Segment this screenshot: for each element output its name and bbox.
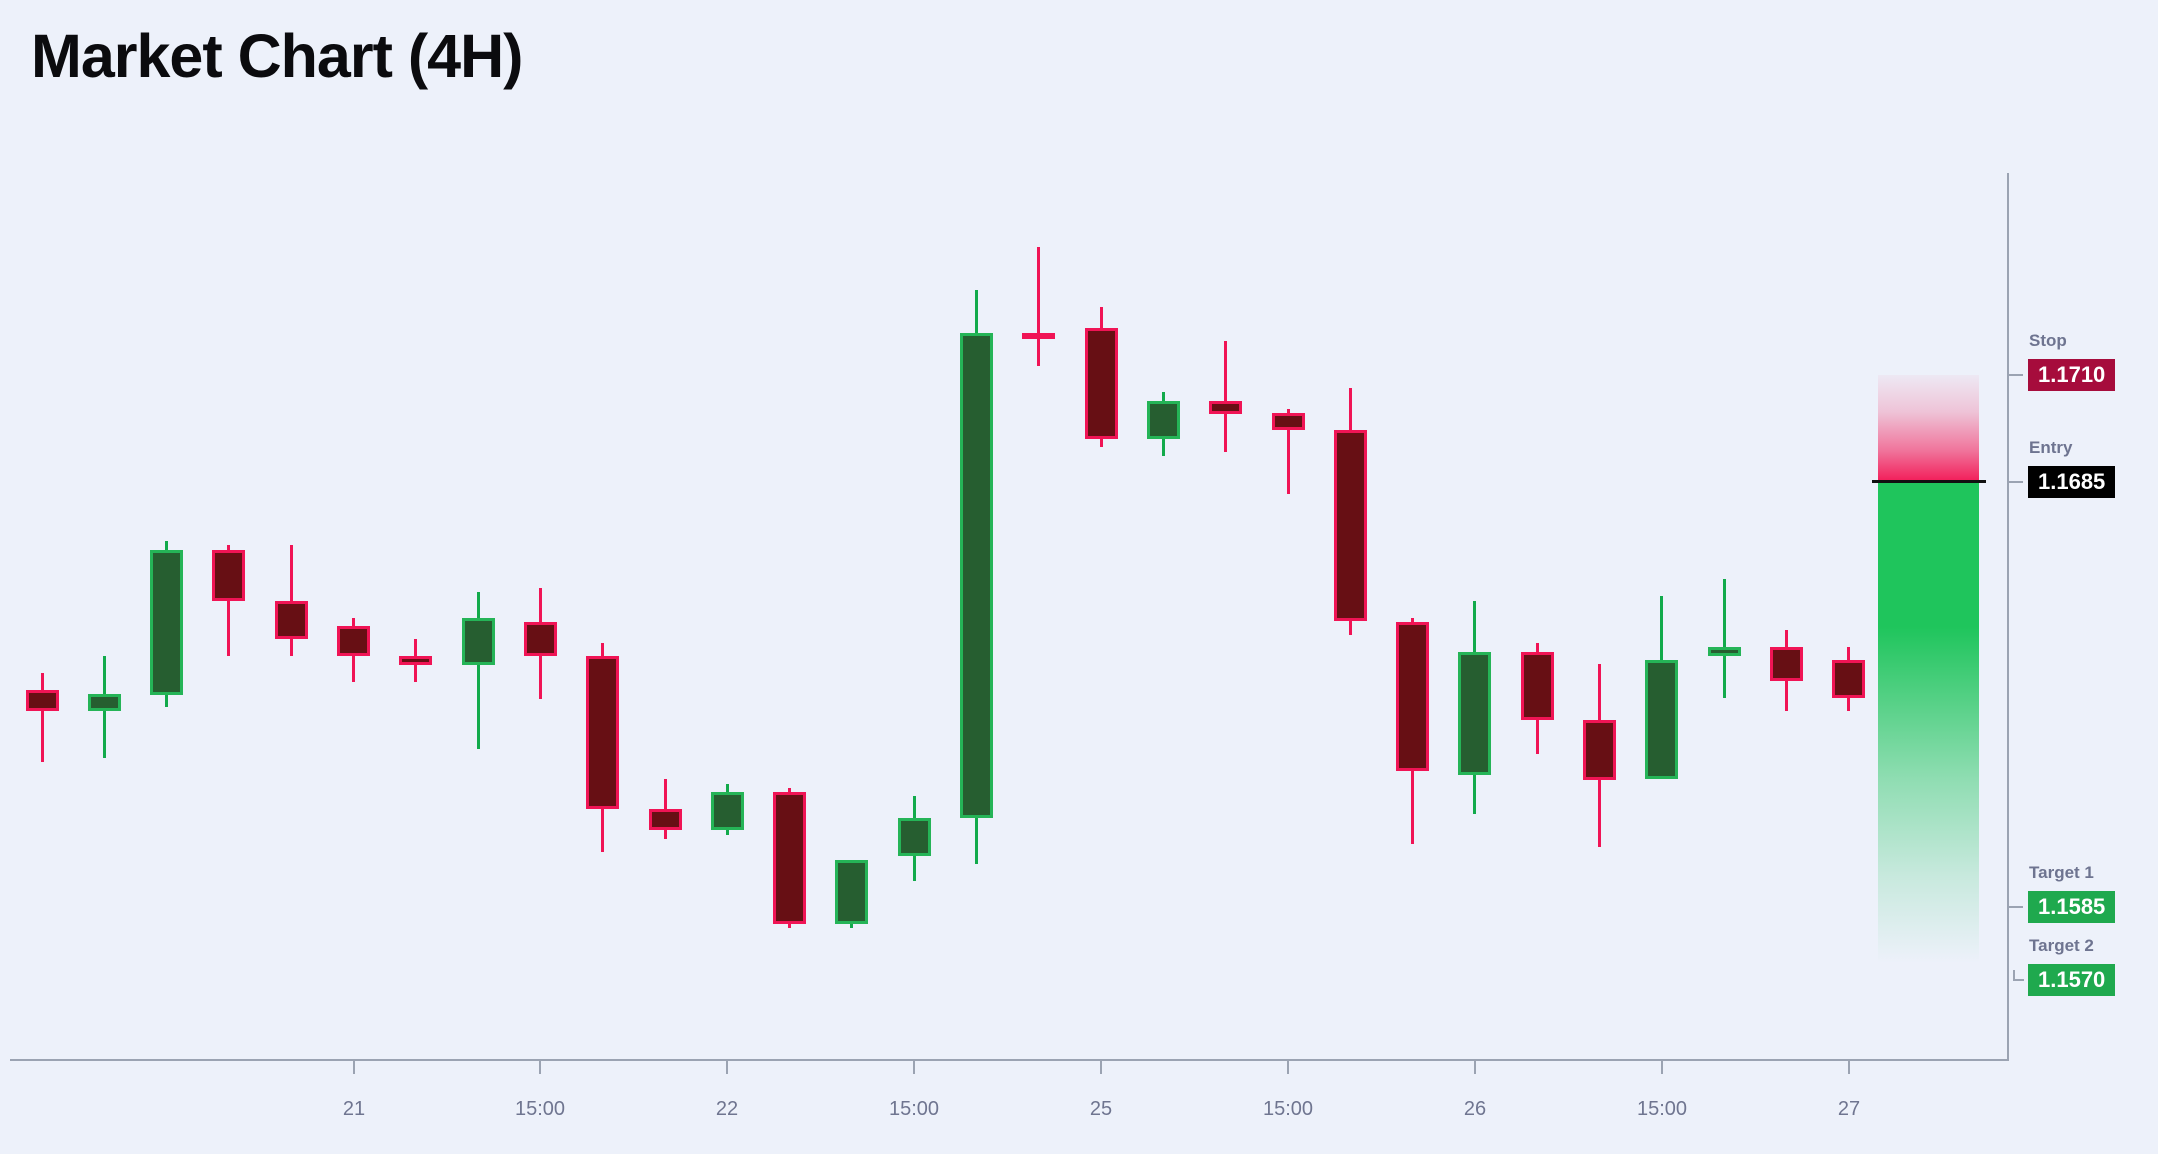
- price-axis-line: [2007, 173, 2009, 1061]
- time-axis-tick: [1661, 1061, 1663, 1074]
- time-axis-tick: [913, 1061, 915, 1074]
- candle-bearish: [773, 792, 806, 924]
- candle-bearish: [1334, 430, 1367, 621]
- level-tick: [2013, 979, 2024, 981]
- candle-wick: [477, 592, 480, 749]
- candle-bearish: [586, 656, 619, 809]
- reward-zone: [1878, 483, 1979, 963]
- candle-bearish: [399, 656, 432, 665]
- time-axis-label: 15:00: [514, 1098, 566, 1120]
- candle-bullish: [150, 550, 183, 695]
- candle-wick: [1037, 247, 1040, 366]
- target2-price-badge: 1.1570: [2028, 964, 2116, 996]
- time-axis-tick: [1100, 1061, 1102, 1074]
- time-axis-label: 26: [1463, 1098, 1487, 1120]
- candle-bearish: [1770, 647, 1803, 681]
- stop-label: Stop: [2029, 331, 2067, 350]
- time-axis-tick: [539, 1061, 541, 1074]
- level-tick: [2008, 481, 2023, 483]
- candle-bearish: [524, 622, 557, 656]
- time-axis-label: 22: [715, 1098, 739, 1120]
- candle-bullish: [88, 694, 121, 711]
- candle-bullish: [711, 792, 744, 830]
- candle-wick: [1723, 579, 1726, 698]
- candle-bullish: [462, 618, 495, 665]
- candle-bullish: [835, 860, 868, 924]
- target2-label: Target 2: [2029, 936, 2094, 955]
- candle-bearish: [337, 626, 370, 656]
- entry-price-badge: 1.1685: [2028, 466, 2116, 498]
- level-tick: [2013, 970, 2015, 981]
- stop-price-badge: 1.1710: [2028, 359, 2116, 391]
- time-axis-label: 15:00: [1262, 1098, 1314, 1120]
- candle-bullish: [1708, 647, 1741, 656]
- time-axis-label: 15:00: [1636, 1098, 1688, 1120]
- candle-bullish: [1147, 401, 1180, 439]
- candle-bearish: [1085, 328, 1118, 439]
- candle-bullish: [898, 818, 931, 856]
- target1-label: Target 1: [2029, 863, 2094, 882]
- page-title: Market Chart (4H): [31, 22, 523, 90]
- time-axis-label: 27: [1837, 1098, 1861, 1120]
- candle-bearish: [212, 550, 245, 601]
- candle-wick: [41, 673, 44, 762]
- level-tick: [2008, 374, 2023, 376]
- candle-bearish: [1272, 413, 1305, 430]
- risk-zone: [1878, 375, 1979, 480]
- target1-price-badge: 1.1585: [2028, 891, 2116, 923]
- time-axis-label: 25: [1089, 1098, 1113, 1120]
- candle-bearish: [275, 601, 308, 639]
- entry-price-line: [1872, 480, 1986, 483]
- time-axis-tick: [1474, 1061, 1476, 1074]
- candle-bearish: [1832, 660, 1865, 698]
- entry-label: Entry: [2029, 438, 2073, 457]
- candle-bearish: [1022, 333, 1055, 339]
- candle-wick: [1287, 409, 1290, 494]
- candle-bearish: [649, 809, 682, 830]
- time-axis-line: [10, 1059, 2009, 1061]
- candle-bullish: [1645, 660, 1678, 779]
- candle-wick: [290, 545, 293, 656]
- time-axis-label: 15:00: [888, 1098, 940, 1120]
- time-axis-label: 21: [342, 1098, 366, 1120]
- time-axis-tick: [1287, 1061, 1289, 1074]
- level-tick: [2008, 906, 2023, 908]
- candle-bullish: [1458, 652, 1491, 775]
- time-axis-tick: [726, 1061, 728, 1074]
- candle-bearish: [1209, 401, 1242, 414]
- candle-bearish: [1521, 652, 1554, 720]
- candle-wick: [1224, 341, 1227, 452]
- candle-bearish: [1396, 622, 1429, 771]
- candle-bearish: [1583, 720, 1616, 780]
- candle-bearish: [26, 690, 59, 711]
- time-axis-tick: [1848, 1061, 1850, 1074]
- time-axis-tick: [353, 1061, 355, 1074]
- candle-bullish: [960, 333, 993, 818]
